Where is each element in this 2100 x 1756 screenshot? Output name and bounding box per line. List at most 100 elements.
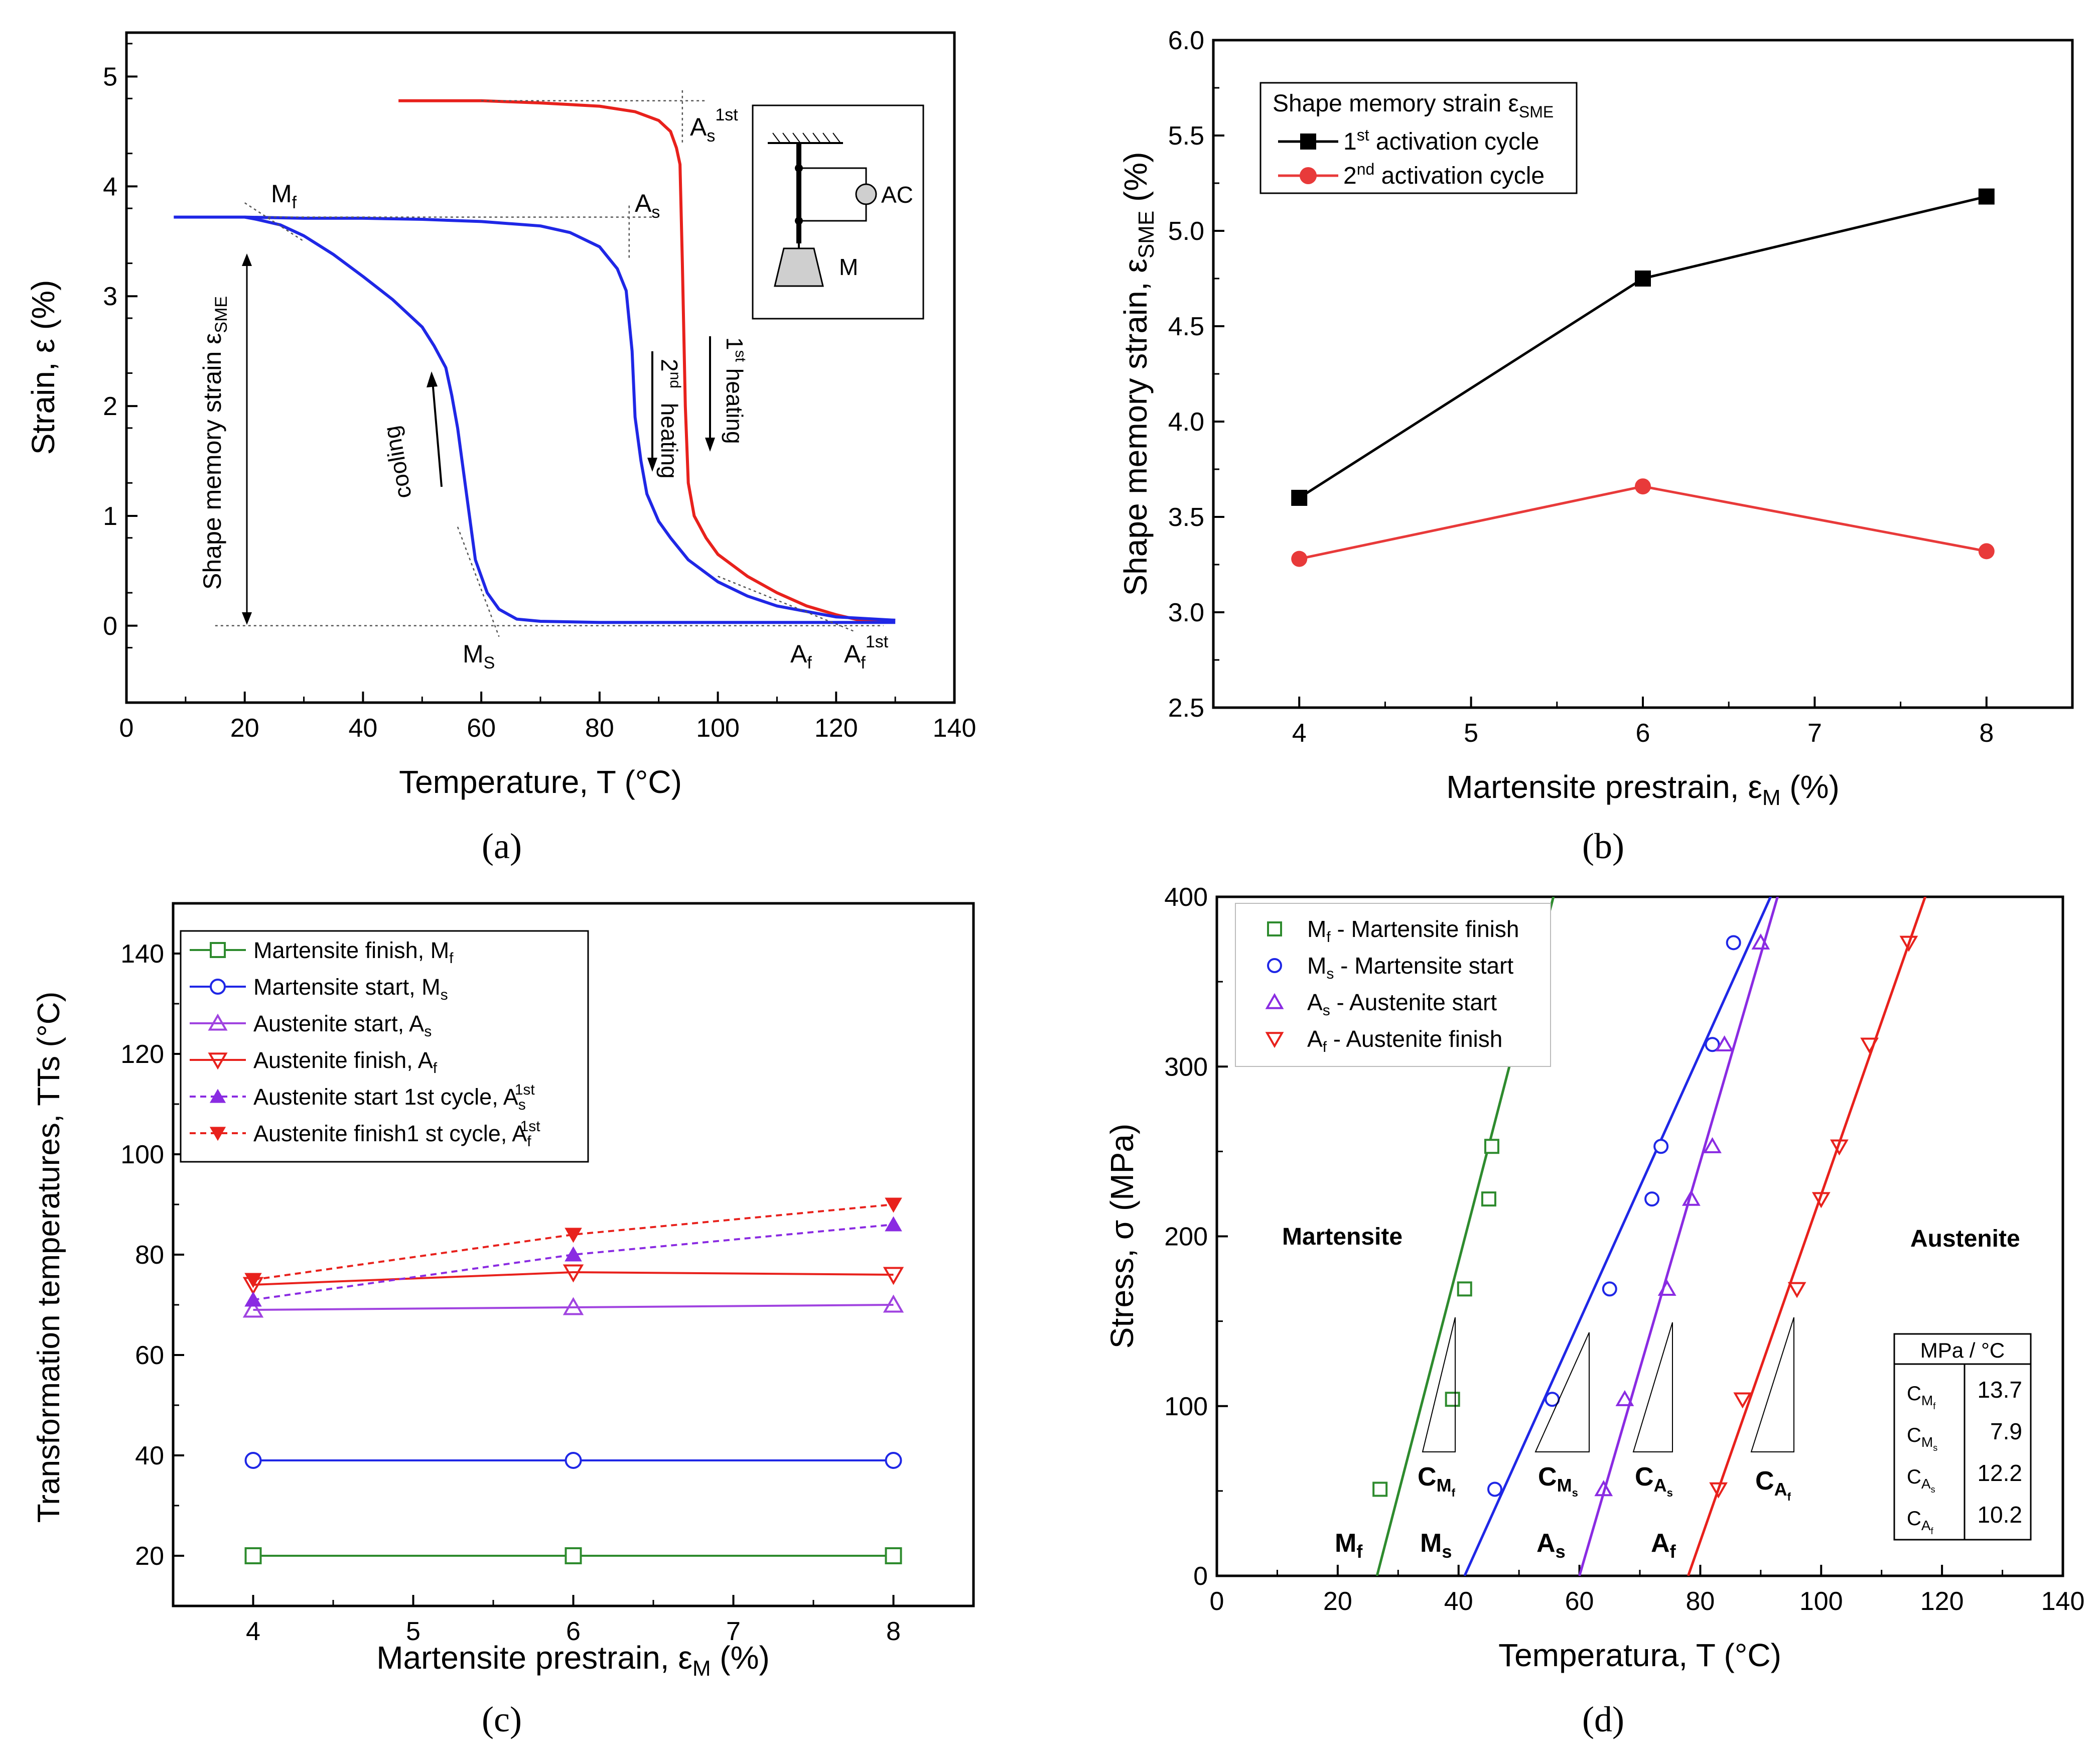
slope-triangle-mf bbox=[1422, 1317, 1456, 1452]
x-tick-label: 40 bbox=[1444, 1587, 1473, 1616]
point-series-2 bbox=[565, 1452, 582, 1469]
point-series-2 bbox=[244, 1452, 262, 1469]
point-series-1 bbox=[565, 1547, 582, 1564]
inset-ac-label: AC bbox=[881, 182, 913, 208]
legend-c-marker-4 bbox=[208, 1052, 228, 1070]
line-3 bbox=[253, 1304, 894, 1311]
point-series-2 bbox=[1653, 1139, 1669, 1154]
x-tick-label: 20 bbox=[230, 714, 259, 743]
region-martensite: Martensite bbox=[1282, 1224, 1403, 1250]
point-series-4 bbox=[1787, 1282, 1806, 1298]
point-series-5 bbox=[565, 1246, 582, 1262]
x-tick-label: 0 bbox=[119, 714, 134, 743]
slope-table-value-3: 12.2 bbox=[1977, 1460, 2022, 1486]
line-5 bbox=[253, 1224, 894, 1301]
x-tick-label: 6 bbox=[566, 1617, 581, 1646]
point-series-2 bbox=[1644, 1191, 1660, 1207]
y-tick-label: 80 bbox=[135, 1241, 164, 1270]
panel-c-ticks: 4 5 6 7 8 20 40 60 80 100 120 140 bbox=[120, 902, 974, 1646]
slope-table-frame bbox=[1893, 1333, 2032, 1541]
y-tick-label: 5.0 bbox=[1168, 217, 1204, 246]
series-cooling bbox=[174, 215, 896, 624]
point-series-3 bbox=[563, 1297, 584, 1315]
panel-a-xlabel: Temperature, T (°C) bbox=[399, 764, 682, 800]
y-tick-label: 0 bbox=[103, 612, 117, 641]
panel-d-ticks: 0 20 40 60 80 100 120 140 0 100 200 300 400 bbox=[1164, 883, 2084, 1616]
point-series-6 bbox=[565, 1228, 582, 1243]
x-tick-label: 20 bbox=[1323, 1587, 1352, 1616]
x-tick-label: 7 bbox=[1807, 719, 1822, 748]
point-series-4 bbox=[1830, 1139, 1849, 1156]
panel-c: 4 5 6 7 8 20 40 60 80 100 120 140 Martensite finish… bbox=[32, 902, 975, 1739]
panel-d-xlabel: Temperatura, T (°C) bbox=[1498, 1637, 1781, 1673]
y-tick-label: 20 bbox=[135, 1542, 164, 1571]
x-tick-label: 140 bbox=[2041, 1587, 2085, 1616]
legend-c-label-4: Austenite finish, Af bbox=[253, 1047, 438, 1076]
point-series-6 bbox=[244, 1273, 262, 1288]
point-series-1 bbox=[1457, 1281, 1472, 1297]
x-tick-label: 5 bbox=[406, 1617, 421, 1646]
panel-d-legend-frame bbox=[1235, 903, 1551, 1067]
point-series-4 bbox=[1709, 1482, 1728, 1499]
legend-c-label-6: Austenite finish1 st cycle, Af1st bbox=[253, 1118, 540, 1150]
point-series-4 bbox=[1733, 1392, 1752, 1409]
slope-table-value-4: 10.2 bbox=[1977, 1502, 2022, 1528]
slope-table-header: MPa / °C bbox=[1920, 1338, 2005, 1362]
legend-b-marker-1 bbox=[1300, 133, 1316, 150]
label-first-heating: 1st heating bbox=[722, 337, 749, 444]
label-sme: Shape memory strain εSME bbox=[198, 296, 231, 590]
panel-a-curves bbox=[174, 99, 896, 624]
series-1st-heating bbox=[398, 99, 896, 622]
x-tick-label: 5 bbox=[1464, 719, 1478, 748]
panel-c-legend: Martensite finish, Mf Martensite start, M… bbox=[180, 930, 589, 1163]
line-4 bbox=[253, 1271, 894, 1286]
point-series-2 bbox=[1635, 478, 1651, 495]
x-tick-label: 40 bbox=[349, 714, 378, 743]
y-tick-label: 100 bbox=[120, 1140, 164, 1169]
panel-b-legend: Shape memory strain εSME 1st activation … bbox=[1259, 82, 1578, 194]
legend-b-label-2: 2nd activation cycle bbox=[1343, 160, 1545, 189]
y-tick-label: 100 bbox=[1164, 1392, 1208, 1421]
fit-line-3 bbox=[1578, 897, 1779, 1576]
panel-b-legend-title: Shape memory strain εSME bbox=[1273, 90, 1554, 121]
y-tick-label: 3.0 bbox=[1168, 598, 1204, 627]
label-ms: MS bbox=[463, 640, 495, 672]
panel-c-xlabel: Martensite prestrain, εM (%) bbox=[376, 1640, 770, 1681]
x-tick-label: 6 bbox=[1636, 719, 1650, 748]
y-tick-label: 4.5 bbox=[1168, 312, 1204, 341]
x-tick-label: 120 bbox=[1920, 1587, 1964, 1616]
legend-d-marker-3 bbox=[1265, 993, 1284, 1009]
panel-a-ylabel: Strain, ε (%) bbox=[25, 280, 61, 455]
point-series-1 bbox=[1372, 1481, 1388, 1497]
y-tick-label: 3.5 bbox=[1168, 503, 1204, 532]
slope-label-af: CAf bbox=[1755, 1466, 1791, 1503]
y-tick-label: 120 bbox=[120, 1040, 164, 1069]
slope-triangle-as bbox=[1632, 1322, 1673, 1452]
line-label-af: Af bbox=[1651, 1529, 1676, 1562]
second-heating-arrow bbox=[647, 351, 657, 472]
legend-b-label-1: 1st activation cycle bbox=[1343, 126, 1539, 155]
x-tick-label: 100 bbox=[1799, 1587, 1843, 1616]
point-series-3 bbox=[1715, 1035, 1734, 1051]
legend-d-label-3: As - Austenite start bbox=[1307, 989, 1497, 1019]
panel-d-caption: (d) bbox=[1582, 1699, 1624, 1739]
point-series-1 bbox=[1291, 490, 1308, 506]
point-series-3 bbox=[1751, 933, 1770, 950]
point-series-3 bbox=[1615, 1390, 1634, 1406]
cooling-arrow bbox=[427, 371, 443, 487]
line-6 bbox=[253, 1203, 894, 1281]
legend-c-label-3: Austenite start, As bbox=[253, 1011, 432, 1040]
slope-label-as: CAs bbox=[1635, 1462, 1673, 1499]
panel-d: 0 20 40 60 80 100 120 140 0 100 200 300 400 Mf - Mar… bbox=[1104, 883, 2084, 1739]
point-series-2 bbox=[1726, 935, 1741, 951]
point-series-4 bbox=[1899, 935, 1918, 952]
label-as-1st: As1st bbox=[690, 105, 738, 146]
y-tick-label: 140 bbox=[120, 939, 164, 969]
slope-table: MPa / °C CMf 13.7 CMs 7.9 CAs 12.2 CAf 1… bbox=[1893, 1333, 2032, 1541]
legend-d-label-1: Mf - Martensite finish bbox=[1307, 916, 1519, 945]
panel-c-ylabel: Transformation temperatures, TTs (°C) bbox=[32, 992, 66, 1523]
y-tick-label: 40 bbox=[135, 1441, 164, 1470]
point-series-6 bbox=[885, 1197, 902, 1213]
panel-c-legend-frame bbox=[180, 930, 589, 1163]
